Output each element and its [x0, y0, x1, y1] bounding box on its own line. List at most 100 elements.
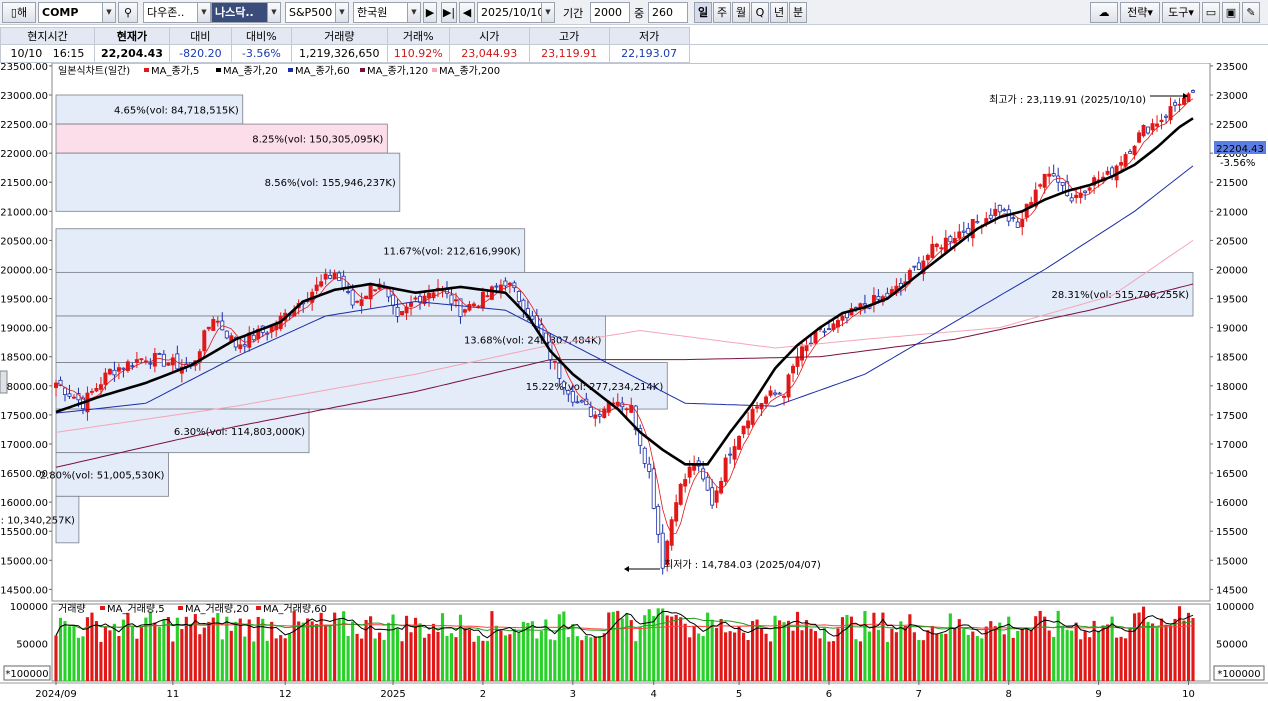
index-tab-nasdaq[interactable]: 나스닥.. ▼	[211, 2, 281, 23]
candle-body	[485, 295, 490, 298]
tools-button[interactable]: 도구▾	[1162, 2, 1200, 23]
period-year-button[interactable]: 년	[770, 2, 788, 23]
price-tick-label-left: 20500.00	[0, 236, 48, 247]
symbol-select[interactable]: COMP ▼	[38, 2, 116, 23]
chevron-down-icon: ▼	[102, 3, 115, 22]
play-button[interactable]: ▶	[423, 2, 437, 23]
mid-input[interactable]: 260	[648, 2, 688, 23]
candle-body	[409, 302, 414, 307]
candle-body	[705, 476, 710, 491]
price-tick-label-left: 19500.00	[0, 295, 48, 306]
candle-body	[350, 289, 355, 306]
volume-bar	[661, 608, 665, 681]
last-price-box	[1214, 141, 1266, 154]
range-input[interactable]: 2000	[590, 2, 630, 23]
candle-body	[1105, 170, 1110, 175]
candle-body	[732, 446, 737, 460]
candle-body	[840, 316, 845, 321]
price-tick-label-right: 15000	[1216, 556, 1248, 567]
price-tick-label-right: 19500	[1216, 295, 1248, 306]
last-price-label: 22204.43	[1216, 144, 1264, 155]
date-value: 2025/10/10	[481, 6, 545, 19]
volume-profile-bar	[55, 495, 80, 544]
volume-bar	[382, 639, 386, 681]
legend-swatch	[288, 68, 293, 72]
cloud-button[interactable]: ☁	[1090, 2, 1118, 23]
volume-bar	[85, 617, 90, 681]
save-button[interactable]: ▣	[1222, 2, 1240, 23]
volume-bar	[1079, 639, 1083, 681]
ma-lines	[55, 98, 1194, 535]
volume-bar	[629, 620, 633, 681]
index-tab-label: 나스닥..	[215, 6, 254, 19]
candle-body	[957, 231, 962, 239]
period-quarter-button[interactable]: Q	[751, 2, 769, 23]
price-legend-item: MA_종가,20	[223, 65, 278, 77]
candle-body	[130, 365, 135, 368]
volume-bar	[395, 628, 400, 681]
candle-body	[988, 214, 993, 219]
chart-canvas[interactable]: 4.65%(vol: 84,718,515K) 8.25%(vol: 150,30…	[0, 63, 1268, 701]
volume-bar	[243, 636, 247, 681]
volume-bar	[598, 635, 602, 681]
search-button[interactable]: ⚲	[118, 2, 138, 23]
candle-body	[1141, 124, 1146, 137]
step-forward-button[interactable]: ▶|	[441, 2, 457, 23]
volume-bar	[310, 621, 314, 681]
candle-body	[238, 344, 243, 350]
volume-bar	[108, 630, 112, 681]
candle-body	[593, 414, 598, 419]
period-day-button[interactable]: 일	[694, 2, 712, 23]
volume-bar	[157, 626, 161, 681]
volume-bar	[207, 621, 211, 681]
volume-bar	[876, 629, 880, 681]
candle-body	[921, 260, 926, 275]
volume-bar	[710, 619, 714, 681]
period-month-button[interactable]: 월	[732, 2, 750, 23]
candle-body	[1177, 103, 1182, 106]
strategy-button[interactable]: 전략▾	[1120, 2, 1160, 23]
candle-body	[211, 319, 216, 331]
period-button[interactable]: ▯해	[2, 2, 36, 23]
candle-body	[737, 435, 742, 450]
period-week-button[interactable]: 주	[713, 2, 731, 23]
candle-body	[579, 400, 584, 403]
side-collapse-handle[interactable]	[0, 370, 8, 394]
step-back-button[interactable]: ◀	[459, 2, 475, 23]
high-arrow-head	[1183, 93, 1188, 99]
header-price: 현재가	[93, 27, 170, 45]
volume-bar	[926, 630, 930, 681]
ma20-line	[55, 117, 1194, 466]
volume-bar	[539, 631, 543, 681]
volume-bar	[409, 632, 413, 681]
index-tab-sp500[interactable]: S&P500 ▼	[285, 2, 349, 23]
quote-volume-pct: 110.92%	[386, 44, 450, 63]
period-minute-button[interactable]: 분	[789, 2, 807, 23]
volume-bar	[854, 639, 858, 681]
volume-bar	[557, 614, 561, 681]
volume-profile-bar	[55, 408, 310, 454]
volume-bar	[440, 613, 445, 681]
x-tick-label: 11	[166, 689, 179, 700]
volume-bar	[54, 635, 58, 681]
volume-bar	[993, 626, 997, 681]
volume-bar	[858, 641, 863, 681]
volume-bar	[607, 612, 611, 681]
date-select[interactable]: 2025/10/10 ▼	[477, 2, 555, 23]
x-tick-label: 2024/09	[35, 689, 77, 700]
volume-bar	[265, 640, 269, 681]
candle-body	[58, 379, 63, 386]
candle-body	[570, 390, 575, 403]
candle-body	[557, 362, 562, 379]
header-change-pct: 대비%	[230, 27, 292, 45]
settings-button[interactable]: ✎	[1242, 2, 1260, 23]
volume-bar	[1191, 618, 1195, 681]
currency-select[interactable]: 한국원 ▼	[353, 2, 421, 23]
volume-bar	[297, 621, 301, 681]
low-arrow-head	[624, 566, 629, 572]
volume-bar	[1150, 623, 1155, 681]
folder-button[interactable]: ▭	[1202, 2, 1220, 23]
index-tab-dow[interactable]: 다우존.. ▼	[143, 2, 211, 23]
volume-bar	[809, 628, 813, 681]
candle-body	[1150, 123, 1155, 131]
